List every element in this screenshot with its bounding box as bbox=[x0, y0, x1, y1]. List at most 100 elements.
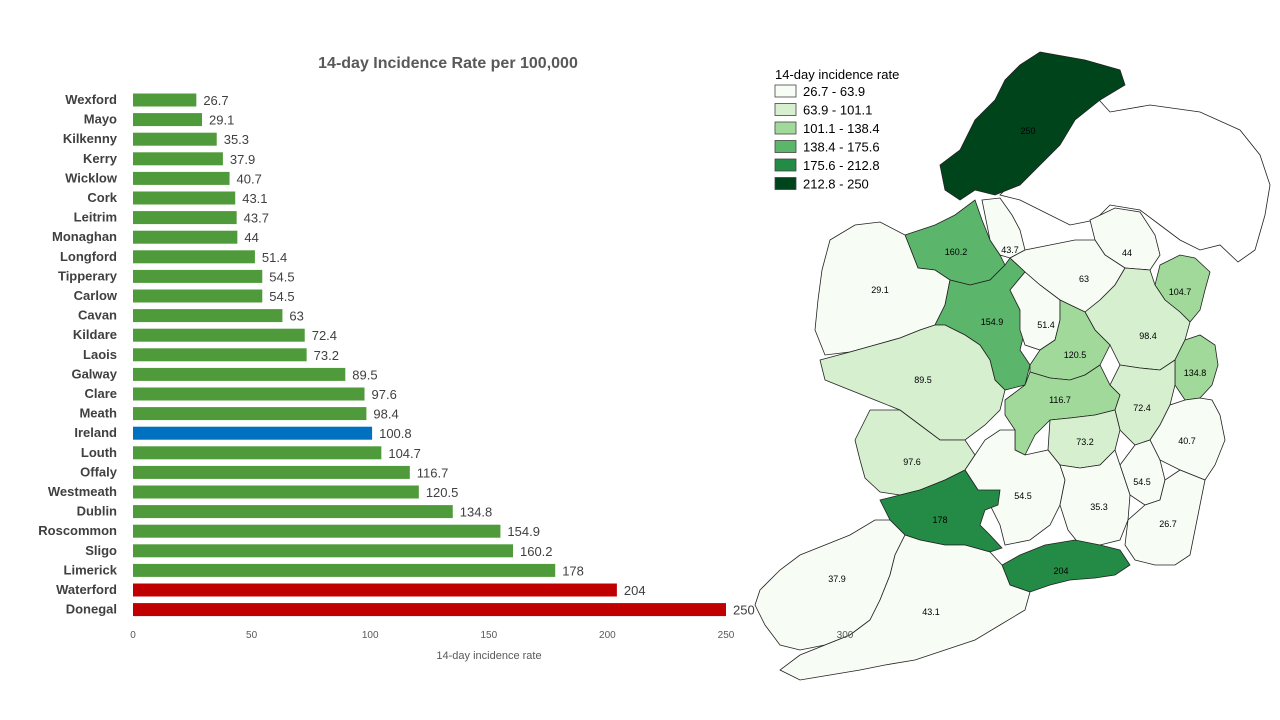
x-tick-label: 50 bbox=[246, 630, 258, 641]
county-value-label: 44 bbox=[1122, 248, 1132, 258]
bar bbox=[133, 132, 217, 146]
value-label: 37.9 bbox=[230, 152, 255, 167]
county-map: 250 160.2 43.7 44 63 29.1 154.9 51.4 104.7 98.4 12… bbox=[754, 51, 1271, 681]
legend-label: 138.4 - 175.6 bbox=[803, 140, 880, 155]
value-label: 51.4 bbox=[262, 250, 287, 265]
category-label: Meath bbox=[79, 406, 117, 421]
bar bbox=[133, 309, 283, 323]
value-label: 35.3 bbox=[224, 132, 249, 147]
bar bbox=[133, 328, 305, 342]
category-label: Sligo bbox=[85, 543, 117, 558]
legend-swatch bbox=[774, 158, 797, 172]
bar bbox=[133, 348, 307, 362]
legend-label: 63.9 - 101.1 bbox=[803, 103, 872, 118]
bar bbox=[133, 171, 230, 185]
category-label: Wicklow bbox=[65, 170, 118, 185]
category-label: Wexford bbox=[65, 92, 117, 107]
bar bbox=[133, 446, 382, 460]
bar bbox=[133, 505, 453, 519]
legend-swatch bbox=[774, 103, 797, 116]
category-label: Kildare bbox=[73, 327, 117, 342]
bar bbox=[133, 269, 263, 283]
category-label: Roscommon bbox=[38, 523, 117, 538]
category-label: Cavan bbox=[78, 308, 117, 323]
county-value-label: 35.3 bbox=[1090, 502, 1108, 512]
category-label: Laois bbox=[83, 347, 117, 362]
value-label: 97.6 bbox=[372, 387, 397, 402]
county-value-label: 89.5 bbox=[914, 375, 932, 385]
county-value-label: 43.7 bbox=[1001, 245, 1019, 255]
legend-swatch bbox=[774, 177, 797, 190]
value-label: 73.2 bbox=[314, 348, 339, 363]
category-label: Donegal bbox=[66, 602, 117, 617]
legend-label: 212.8 - 250 bbox=[803, 177, 869, 192]
x-tick-label: 0 bbox=[130, 630, 136, 641]
value-label: 178 bbox=[562, 563, 584, 578]
bar bbox=[133, 524, 501, 538]
value-label: 100.8 bbox=[379, 426, 412, 441]
county-value-label: 43.1 bbox=[922, 607, 940, 617]
county-value-label: 54.5 bbox=[1133, 477, 1151, 487]
legend-label: 101.1 - 138.4 bbox=[803, 121, 880, 136]
bar bbox=[133, 485, 419, 499]
value-label: 134.8 bbox=[460, 505, 493, 520]
value-label: 29.1 bbox=[209, 113, 234, 128]
value-label: 72.4 bbox=[312, 328, 337, 343]
county-value-label: 97.6 bbox=[903, 457, 921, 467]
county-value-label: 51.4 bbox=[1037, 320, 1055, 330]
value-label: 204 bbox=[624, 583, 646, 598]
bar bbox=[133, 603, 726, 617]
value-label: 43.7 bbox=[244, 211, 269, 226]
value-label: 43.1 bbox=[242, 191, 267, 206]
category-label: Mayo bbox=[84, 112, 117, 127]
county-value-label: 154.9 bbox=[981, 317, 1004, 327]
county-value-label: 54.5 bbox=[1014, 491, 1032, 501]
value-label: 26.7 bbox=[203, 93, 228, 108]
category-label: Ireland bbox=[74, 425, 117, 440]
bar bbox=[133, 230, 238, 244]
bar bbox=[133, 191, 236, 205]
value-label: 44 bbox=[244, 230, 258, 245]
county-value-label: 178 bbox=[932, 515, 947, 525]
county-value-label: 250 bbox=[1020, 126, 1035, 136]
bar bbox=[133, 367, 346, 381]
bar bbox=[133, 250, 255, 264]
x-tick-label: 250 bbox=[718, 630, 735, 641]
category-label: Leitrim bbox=[74, 210, 117, 225]
value-label: 104.7 bbox=[388, 446, 421, 461]
category-label: Carlow bbox=[74, 288, 118, 303]
bar bbox=[133, 583, 617, 597]
bar bbox=[133, 211, 237, 225]
county-value-label: 104.7 bbox=[1169, 287, 1192, 297]
category-label: Louth bbox=[81, 445, 117, 460]
county-value-label: 26.7 bbox=[1159, 519, 1177, 529]
value-label: 54.5 bbox=[269, 289, 294, 304]
bar bbox=[133, 426, 373, 440]
stray-tick-label: 300 bbox=[837, 630, 854, 641]
x-tick-label: 150 bbox=[480, 630, 497, 641]
value-label: 250 bbox=[733, 603, 755, 618]
category-label: Limerick bbox=[64, 562, 118, 577]
county-value-label: 98.4 bbox=[1139, 331, 1157, 341]
county-meath bbox=[1084, 267, 1191, 371]
category-label: Tipperary bbox=[58, 268, 118, 283]
x-tick-label: 200 bbox=[599, 630, 616, 641]
category-label: Kilkenny bbox=[63, 131, 118, 146]
bar bbox=[133, 93, 197, 107]
value-label: 160.2 bbox=[520, 544, 553, 559]
x-axis-title: 14-day incidence rate bbox=[436, 650, 541, 662]
county-value-label: 204 bbox=[1053, 566, 1068, 576]
x-tick-label: 100 bbox=[362, 630, 379, 641]
county-value-label: 29.1 bbox=[871, 285, 889, 295]
legend-swatch bbox=[774, 84, 797, 98]
county-value-label: 160.2 bbox=[945, 247, 968, 257]
bar bbox=[133, 113, 203, 127]
category-label: Westmeath bbox=[48, 484, 117, 499]
value-label: 89.5 bbox=[352, 367, 377, 382]
bar bbox=[133, 289, 263, 303]
county-value-label: 63 bbox=[1079, 274, 1089, 284]
county-galway bbox=[819, 324, 1006, 441]
category-label: Waterford bbox=[56, 582, 117, 597]
value-label: 40.7 bbox=[237, 171, 262, 186]
category-label: Galway bbox=[71, 366, 117, 381]
